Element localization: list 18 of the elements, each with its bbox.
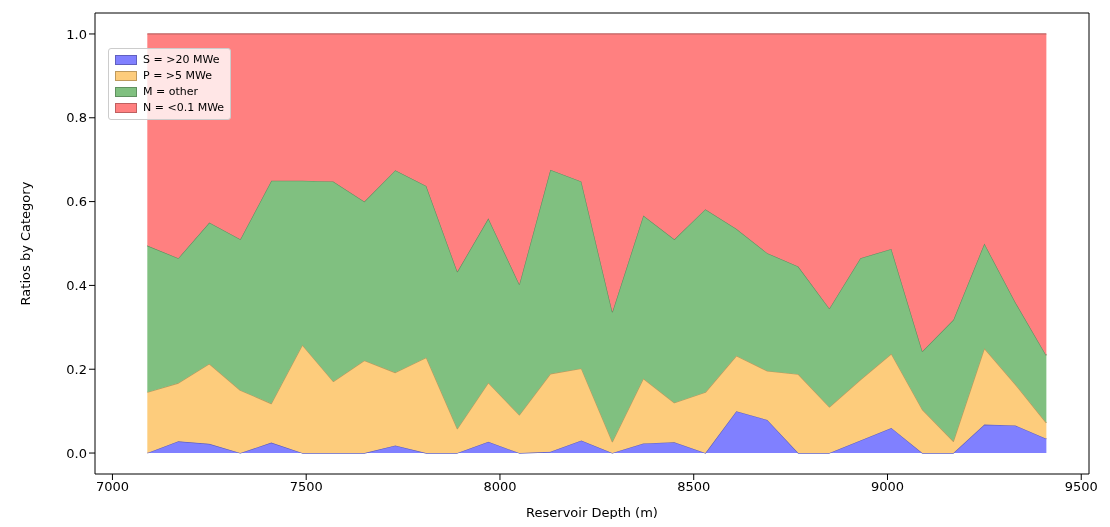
x-axis-title: Reservoir Depth (m): [526, 505, 658, 520]
legend-label: S = >20 MWe: [143, 52, 220, 68]
y-tick-label: 0.0: [66, 445, 87, 461]
y-tick-label: 0.4: [66, 278, 87, 294]
legend-label: M = other: [143, 84, 199, 100]
x-tick-label: 8000: [483, 479, 517, 495]
y-tick-label: 0.8: [66, 110, 87, 126]
x-tick-label: 9500: [1064, 479, 1098, 495]
legend-label: P = >5 MWe: [143, 68, 213, 84]
legend-label: N = <0.1 MWe: [143, 100, 225, 116]
x-tick-label: 9000: [870, 479, 905, 495]
y-tick-label: 0.6: [66, 194, 87, 210]
y-axis-title: Ratios by Category: [17, 181, 33, 306]
x-tick-label: 8500: [677, 479, 711, 495]
y-tick-label: 0.2: [66, 361, 87, 377]
y-tick-label: 1.0: [66, 26, 87, 42]
x-tick-label: 7500: [289, 479, 323, 495]
x-tick-label: 7000: [95, 479, 129, 495]
